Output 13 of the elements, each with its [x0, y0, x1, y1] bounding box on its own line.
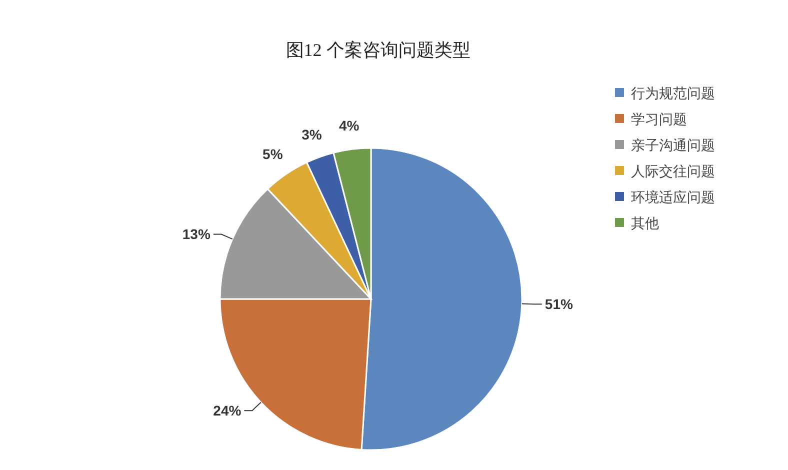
data-label: 4%	[338, 117, 360, 134]
data-label: 5%	[262, 146, 284, 162]
data-label: 51%	[544, 296, 574, 312]
legend-label: 行为规范问题	[631, 84, 715, 101]
chart-title: 图12 个案咨询问题类型	[286, 40, 470, 60]
data-label: 24%	[213, 402, 242, 418]
legend-label: 其他	[631, 214, 659, 231]
data-label: 3%	[302, 126, 322, 142]
legend-label: 亲子沟通问题	[631, 136, 715, 153]
legend-label: 学习问题	[631, 110, 687, 127]
legend-label: 环境适应问题	[631, 188, 715, 205]
legend-label: 人际交往问题	[631, 162, 715, 179]
data-label: 13%	[182, 226, 211, 242]
